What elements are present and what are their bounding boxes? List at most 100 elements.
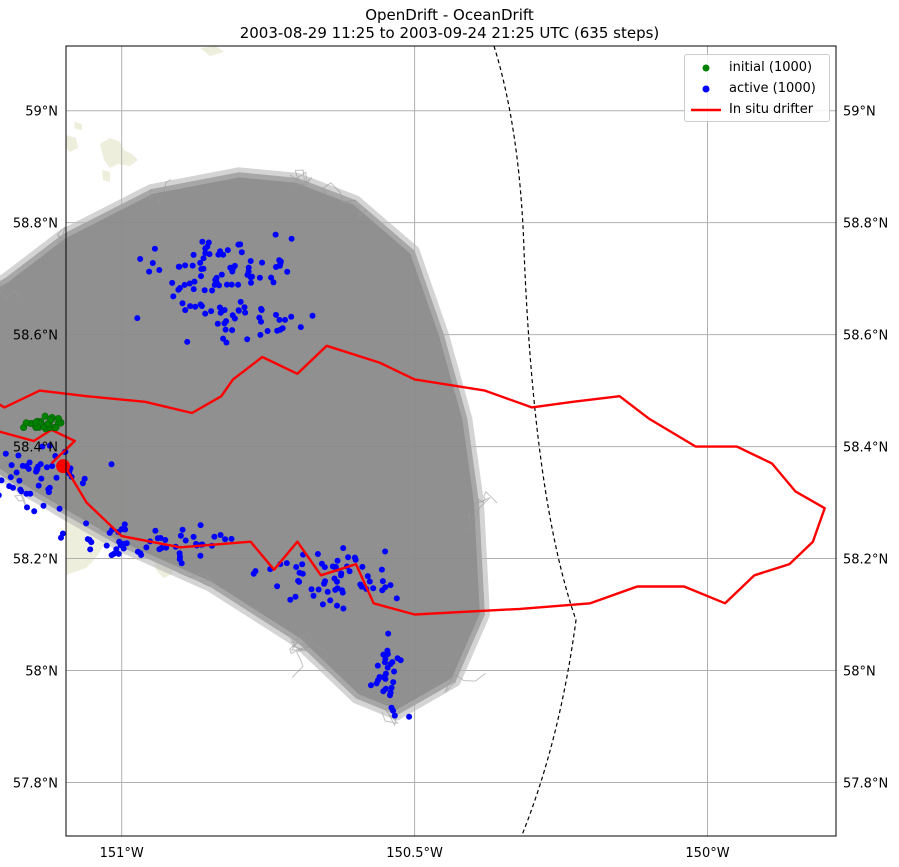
active-particle — [393, 595, 400, 602]
initial-particle — [22, 419, 30, 427]
active-particle — [211, 533, 218, 540]
active-particle — [273, 311, 279, 318]
active-particle — [340, 545, 347, 552]
lat-tick-label-right: 58.4°N — [843, 441, 888, 456]
initial-particle — [54, 415, 62, 423]
active-particle — [308, 586, 315, 593]
active-particle — [379, 578, 386, 585]
active-particle — [108, 461, 115, 468]
active-particle — [314, 551, 321, 557]
active-particle — [169, 279, 176, 286]
trajectory-line — [148, 179, 172, 205]
active-particle — [179, 300, 186, 307]
active-particle — [384, 651, 391, 657]
trajectory-line — [0, 278, 22, 299]
trajectory-line — [13, 485, 27, 509]
initial-particle — [32, 419, 40, 427]
drifter-track — [0, 344, 826, 616]
active-particle — [106, 529, 113, 536]
active-particle — [7, 474, 14, 481]
active-particle — [137, 256, 144, 262]
active-particle — [197, 259, 204, 266]
active-particle — [229, 327, 236, 334]
active-particle — [87, 546, 94, 553]
trajectory-line — [293, 169, 308, 187]
active-particle — [324, 588, 331, 595]
active-particle — [120, 545, 127, 552]
lat-tick-label-left: 57.8°N — [13, 776, 58, 791]
trajectory-line — [464, 497, 491, 533]
legend-symbol-active — [702, 85, 710, 93]
active-particle — [2, 450, 9, 457]
active-particle — [143, 544, 150, 551]
trajectory-line — [177, 571, 214, 587]
trajectory-line — [381, 710, 399, 727]
active-particle — [241, 304, 248, 311]
active-particle — [257, 331, 264, 338]
lat-tick-label-right: 58.6°N — [843, 329, 888, 344]
active-particle — [157, 535, 164, 541]
lat-tick-label-left: 58.6°N — [13, 329, 58, 344]
active-particle — [58, 534, 64, 541]
trajectory-line — [94, 514, 123, 548]
active-particle — [334, 602, 340, 609]
active-particle — [198, 273, 204, 280]
lat-tick-label-right: 57.8°N — [843, 776, 888, 791]
active-particle — [175, 286, 182, 293]
active-particle — [368, 682, 374, 689]
active-particle — [186, 280, 193, 287]
active-particle — [27, 490, 34, 497]
active-particle — [394, 655, 401, 662]
active-particle — [268, 274, 275, 281]
active-particle — [0, 492, 2, 499]
active-particle — [229, 268, 236, 275]
trajectory-line — [344, 199, 368, 221]
active-particle — [200, 255, 207, 262]
active-particle — [176, 263, 183, 270]
legend-symbol-drifter — [691, 108, 721, 112]
active-particle — [103, 542, 110, 549]
active-particle — [277, 326, 284, 333]
active-particle — [116, 538, 123, 545]
active-particle — [229, 312, 236, 319]
active-particle — [224, 247, 231, 254]
active-particle — [197, 552, 204, 559]
active-particle — [121, 521, 128, 528]
active-particle — [176, 550, 183, 557]
lon-tick-label: 151°W — [100, 846, 144, 861]
active-particle — [340, 605, 347, 612]
lat-tick-label-left: 58.2°N — [13, 553, 58, 568]
active-particle — [391, 668, 398, 675]
active-particle — [209, 287, 216, 294]
active-particle — [385, 630, 392, 637]
lat-tick-label-left: 58°N — [25, 665, 58, 680]
active-particle — [292, 593, 299, 600]
active-particle — [245, 268, 252, 275]
land-islet-4 — [74, 122, 82, 130]
active-particle — [273, 264, 279, 270]
active-particle — [295, 577, 302, 584]
active-particle — [387, 661, 394, 667]
active-particle — [364, 573, 371, 580]
active-particle — [18, 488, 25, 495]
trajectory-line — [289, 171, 313, 186]
legend-label-drifter: In situ drifter — [729, 102, 814, 117]
active-particle — [0, 477, 5, 484]
active-particle — [332, 563, 339, 570]
active-particle — [334, 557, 341, 564]
active-particle — [221, 320, 228, 327]
active-particle — [189, 262, 196, 269]
active-particle — [16, 477, 23, 484]
active-particle — [358, 583, 365, 590]
active-particle — [309, 312, 316, 319]
active-particle — [8, 462, 15, 469]
active-particle — [237, 241, 244, 248]
active-particle — [259, 259, 266, 266]
active-particle — [256, 274, 263, 281]
active-particle — [247, 258, 254, 264]
active-particle — [211, 281, 218, 288]
active-particle — [123, 540, 130, 547]
active-particle — [111, 550, 117, 557]
active-particle — [197, 522, 204, 529]
